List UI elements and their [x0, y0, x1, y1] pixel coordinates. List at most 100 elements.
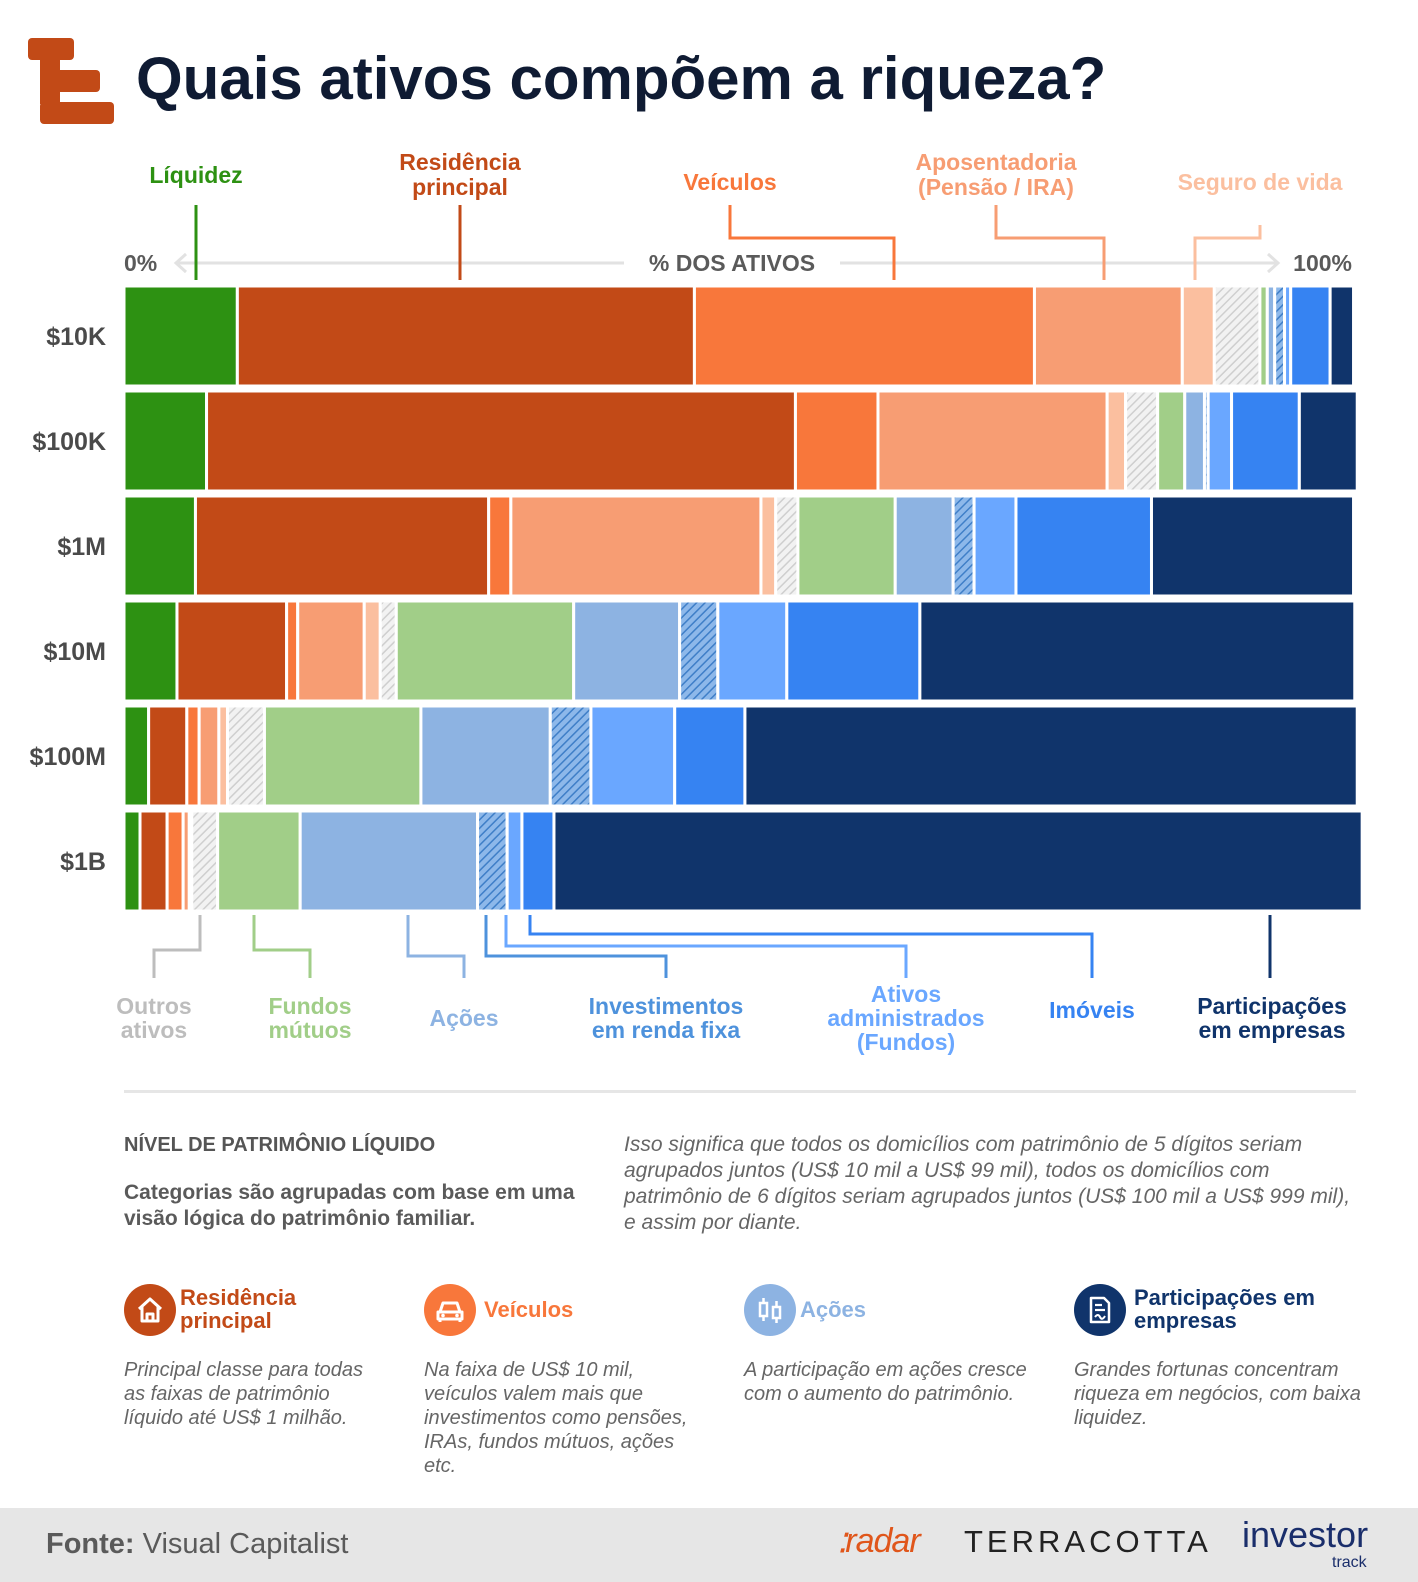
card-title-residencia: Residência principal	[180, 1285, 297, 1333]
bar-liquidez	[122, 284, 239, 388]
leader-line-fundos	[504, 915, 908, 978]
bar-residencia	[205, 389, 797, 493]
bar-aposentadoria	[1032, 284, 1184, 388]
bar-fundos_mutuos	[262, 704, 423, 808]
axis-arrow-left	[173, 252, 188, 274]
bar-participacoes	[918, 599, 1357, 703]
legend-label-fundos: administrados	[827, 1005, 984, 1031]
legend-label-aposentadoria: (Pensão / IRA)	[918, 174, 1074, 200]
bar-fundos_mutuos	[796, 494, 897, 598]
legend-label-fundos: Ativos	[871, 981, 941, 1007]
candlestick-icon	[744, 1284, 796, 1336]
legend-label-fundos_mutuos: mútuos	[268, 1017, 351, 1043]
legend-label-imoveis: Imóveis	[1049, 997, 1135, 1023]
bar-renda_fixa	[548, 704, 593, 808]
card-text-veiculos: Na faixa de US$ 10 mil, veículos valem m…	[424, 1359, 688, 1477]
bar-imoveis	[520, 809, 556, 913]
bar-residencia	[138, 809, 169, 913]
legend-label-fundos_mutuos: Fundos	[268, 993, 351, 1019]
card-title-veiculos: Veículos	[484, 1297, 574, 1322]
bar-participacoes	[552, 809, 1364, 913]
bar-acoes	[419, 704, 552, 808]
bar-fundos_mutuos	[216, 809, 302, 913]
bar-veiculos	[285, 599, 300, 703]
bar-residencia	[175, 599, 289, 703]
bar-outros	[774, 494, 800, 598]
bar-participacoes	[1149, 494, 1356, 598]
bar-acoes	[1183, 389, 1206, 493]
brand-investor: investor	[1242, 1514, 1369, 1555]
bar-seguro	[1105, 389, 1128, 493]
document-icon	[1074, 1284, 1126, 1336]
legend-label-renda_fixa: Investimentos	[589, 993, 744, 1019]
category-label: $100K	[32, 428, 106, 456]
bar-aposentadoria	[876, 389, 1109, 493]
bar-veiculos	[165, 809, 185, 913]
card-text-residencia: Principal classe para todas as faixas de…	[124, 1359, 364, 1429]
bar-fundos	[505, 809, 524, 913]
bar-aposentadoria	[296, 599, 366, 703]
bar-imoveis	[785, 599, 922, 703]
bar-fundos	[589, 704, 677, 808]
bar-aposentadoria	[197, 704, 221, 808]
legend-label-outros: Outros	[116, 993, 191, 1019]
bar-liquidez	[122, 704, 151, 808]
house-icon	[124, 1284, 176, 1336]
bar-fundos_mutuos	[1156, 389, 1187, 493]
bar-acoes	[893, 494, 955, 598]
card-text-acoes: A participação em ações cresce com o aum…	[744, 1359, 1027, 1405]
leader-line-renda_fixa	[484, 915, 668, 978]
bar-liquidez	[122, 599, 179, 703]
bar-imoveis	[1289, 284, 1332, 388]
leader-line-seguro	[1193, 225, 1262, 280]
axis-label-100: 100%	[1293, 250, 1352, 276]
legend-label-aposentadoria: Aposentadoria	[915, 149, 1076, 175]
brand-track: track	[1332, 1554, 1367, 1571]
bar-seguro	[759, 494, 778, 598]
bar-veiculos	[487, 494, 513, 598]
net-worth-explanation: Isso significa que todos os domicílios c…	[624, 1133, 1351, 1234]
source-label: Fonte:	[46, 1528, 135, 1560]
leader-line-imoveis	[528, 915, 1094, 978]
bar-fundos	[716, 599, 789, 703]
source-value: Visual Capitalist	[142, 1528, 349, 1560]
bar-aposentadoria	[509, 494, 763, 598]
axis-arrow-right	[1266, 252, 1281, 274]
category-label: $1M	[57, 533, 106, 561]
leader-line-veiculos	[728, 205, 896, 280]
footer: Fonte: Visual Capitalist ⁚radar TERRACOT…	[0, 1508, 1418, 1582]
bar-outros	[190, 809, 220, 913]
bar-fundos	[972, 494, 1018, 598]
bar-participacoes	[743, 704, 1359, 808]
bar-acoes	[298, 809, 480, 913]
bar-liquidez	[122, 809, 142, 913]
bar-participacoes	[1297, 389, 1359, 493]
bar-outros	[225, 704, 266, 808]
category-label: $100M	[30, 743, 106, 771]
legend-label-renda_fixa: em renda fixa	[592, 1017, 740, 1043]
divider	[124, 1090, 1356, 1093]
bar-renda_fixa	[476, 809, 509, 913]
leader-line-outros	[152, 915, 202, 978]
card-title-acoes: Ações	[800, 1297, 867, 1322]
bar-seguro	[1180, 284, 1216, 388]
bar-residencia	[147, 704, 189, 808]
bar-residencia	[235, 284, 696, 388]
bar-liquidez	[122, 389, 209, 493]
bar-imoveis	[1230, 389, 1301, 493]
legend-label-veiculos: Veículos	[683, 169, 776, 195]
bar-residencia	[193, 494, 491, 598]
stacked-bar-chart: 0% % DOS ATIVOS 100% $10K $100K $1M $10M $100M…	[30, 149, 1364, 1055]
bar-liquidez	[122, 494, 197, 598]
category-label: $10M	[43, 638, 106, 666]
source: Fonte: Visual Capitalist	[46, 1528, 348, 1561]
legend-label-outros: ativos	[121, 1017, 187, 1043]
category-label: $1B	[60, 848, 106, 876]
bar-veiculos	[185, 704, 201, 808]
bar-fundos_mutuos	[394, 599, 576, 703]
category-label: $10K	[46, 323, 106, 351]
page-title: Quais ativos compõem a riqueza?	[136, 45, 1107, 112]
bar-outros	[1212, 284, 1262, 388]
bar-outros	[378, 599, 398, 703]
bar-outros	[1124, 389, 1160, 493]
